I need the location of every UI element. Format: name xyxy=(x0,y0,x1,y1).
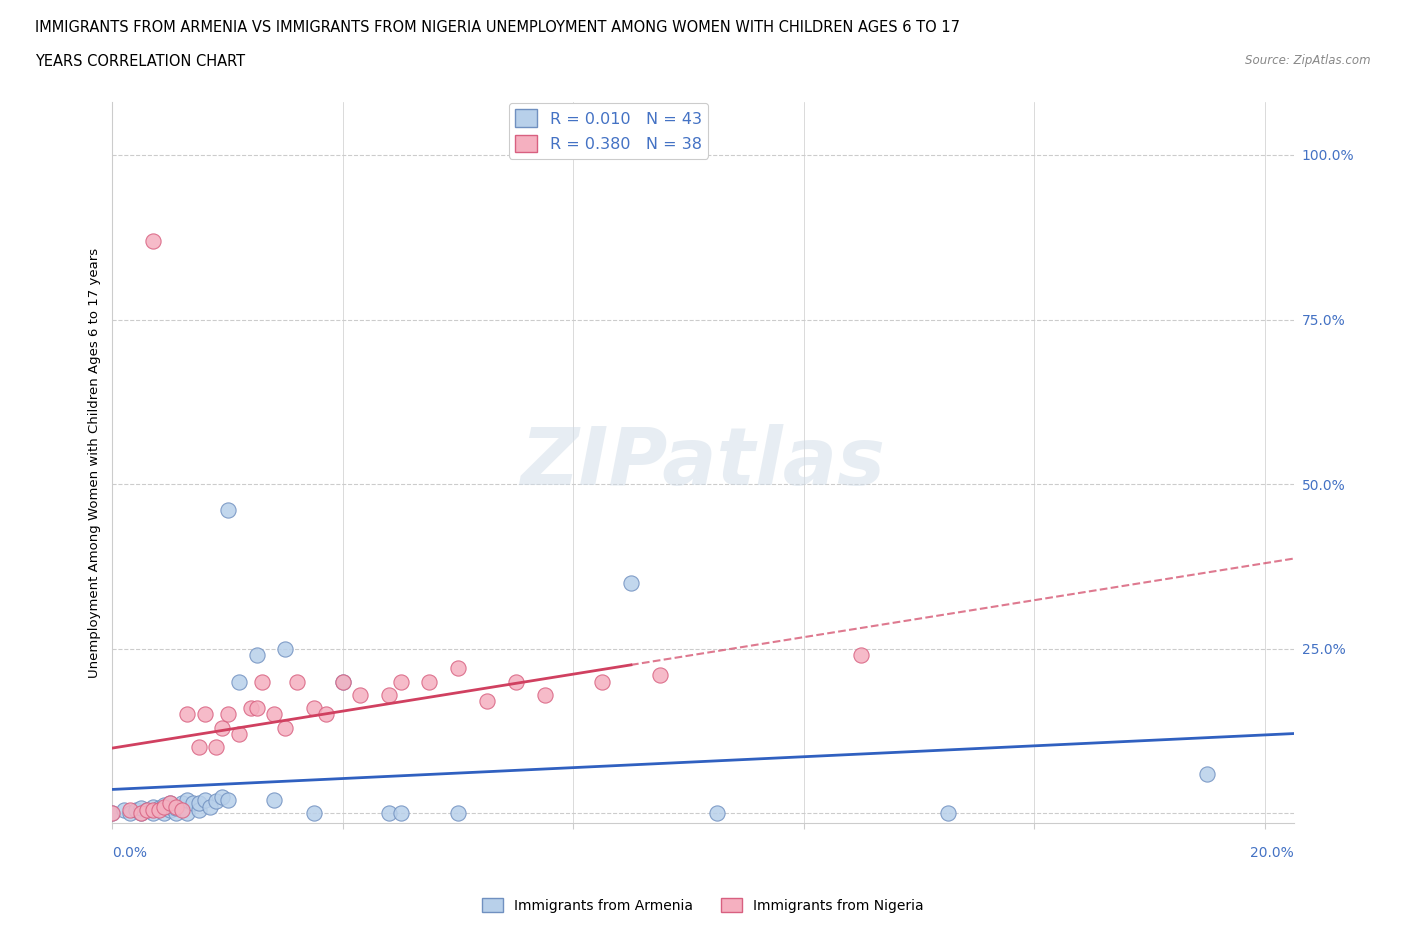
Point xyxy=(228,726,250,741)
Point xyxy=(176,707,198,722)
Point xyxy=(187,740,209,755)
Text: 20.0%: 20.0% xyxy=(1250,846,1294,860)
Legend: R = 0.010   N = 43, R = 0.380   N = 38: R = 0.010 N = 43, R = 0.380 N = 38 xyxy=(509,103,709,159)
Point xyxy=(187,803,209,817)
Point xyxy=(217,707,239,722)
Point xyxy=(211,720,233,735)
Text: ZIPatlas: ZIPatlas xyxy=(520,424,886,501)
Point xyxy=(378,805,401,820)
Point xyxy=(389,674,412,689)
Point xyxy=(591,674,613,689)
Point xyxy=(285,674,308,689)
Point xyxy=(136,803,159,817)
Point xyxy=(165,801,187,816)
Point xyxy=(378,687,401,702)
Point xyxy=(447,805,470,820)
Point xyxy=(228,674,250,689)
Point xyxy=(302,700,325,715)
Point xyxy=(245,700,267,715)
Point xyxy=(153,805,176,820)
Point xyxy=(142,805,165,820)
Point xyxy=(118,803,141,817)
Point xyxy=(274,641,297,656)
Point xyxy=(170,799,193,814)
Point xyxy=(332,674,354,689)
Point xyxy=(194,792,217,807)
Point xyxy=(252,674,274,689)
Point xyxy=(176,805,198,820)
Y-axis label: Unemployment Among Women with Children Ages 6 to 17 years: Unemployment Among Women with Children A… xyxy=(89,247,101,678)
Legend: Immigrants from Armenia, Immigrants from Nigeria: Immigrants from Armenia, Immigrants from… xyxy=(477,893,929,919)
Point xyxy=(245,648,267,663)
Point xyxy=(389,805,412,820)
Point xyxy=(165,799,187,814)
Point xyxy=(101,805,124,820)
Point xyxy=(349,687,371,702)
Point xyxy=(200,799,222,814)
Point xyxy=(620,576,643,591)
Point xyxy=(505,674,527,689)
Point xyxy=(936,805,959,820)
Point xyxy=(315,707,337,722)
Point xyxy=(129,805,152,820)
Point xyxy=(159,799,181,814)
Point xyxy=(851,648,873,663)
Point xyxy=(129,805,152,820)
Point xyxy=(118,805,141,820)
Text: Source: ZipAtlas.com: Source: ZipAtlas.com xyxy=(1246,54,1371,67)
Point xyxy=(1197,766,1219,781)
Point xyxy=(706,805,728,820)
Point xyxy=(142,799,165,814)
Point xyxy=(176,792,198,807)
Point xyxy=(142,803,165,817)
Point xyxy=(136,803,159,817)
Point xyxy=(124,803,146,817)
Point xyxy=(205,794,228,809)
Text: YEARS CORRELATION CHART: YEARS CORRELATION CHART xyxy=(35,54,245,69)
Point xyxy=(418,674,440,689)
Point xyxy=(332,674,354,689)
Point xyxy=(142,233,165,248)
Point xyxy=(475,694,498,709)
Point xyxy=(274,720,297,735)
Point xyxy=(148,801,170,816)
Point xyxy=(129,801,152,816)
Text: IMMIGRANTS FROM ARMENIA VS IMMIGRANTS FROM NIGERIA UNEMPLOYMENT AMONG WOMEN WITH: IMMIGRANTS FROM ARMENIA VS IMMIGRANTS FR… xyxy=(35,20,960,35)
Point xyxy=(112,803,135,817)
Point xyxy=(153,799,176,814)
Point xyxy=(159,796,181,811)
Point xyxy=(153,798,176,813)
Point xyxy=(181,796,204,811)
Point xyxy=(217,503,239,518)
Text: 0.0%: 0.0% xyxy=(112,846,148,860)
Point xyxy=(159,796,181,811)
Point xyxy=(447,661,470,676)
Point xyxy=(101,805,124,820)
Point xyxy=(263,707,285,722)
Point xyxy=(205,740,228,755)
Point xyxy=(302,805,325,820)
Point xyxy=(239,700,262,715)
Point xyxy=(217,792,239,807)
Point xyxy=(648,668,671,683)
Point xyxy=(194,707,217,722)
Point xyxy=(533,687,555,702)
Point xyxy=(159,803,181,817)
Point xyxy=(170,796,193,811)
Point xyxy=(148,803,170,817)
Point xyxy=(170,803,193,817)
Point xyxy=(187,796,209,811)
Point xyxy=(211,790,233,804)
Point xyxy=(165,805,187,820)
Point xyxy=(263,792,285,807)
